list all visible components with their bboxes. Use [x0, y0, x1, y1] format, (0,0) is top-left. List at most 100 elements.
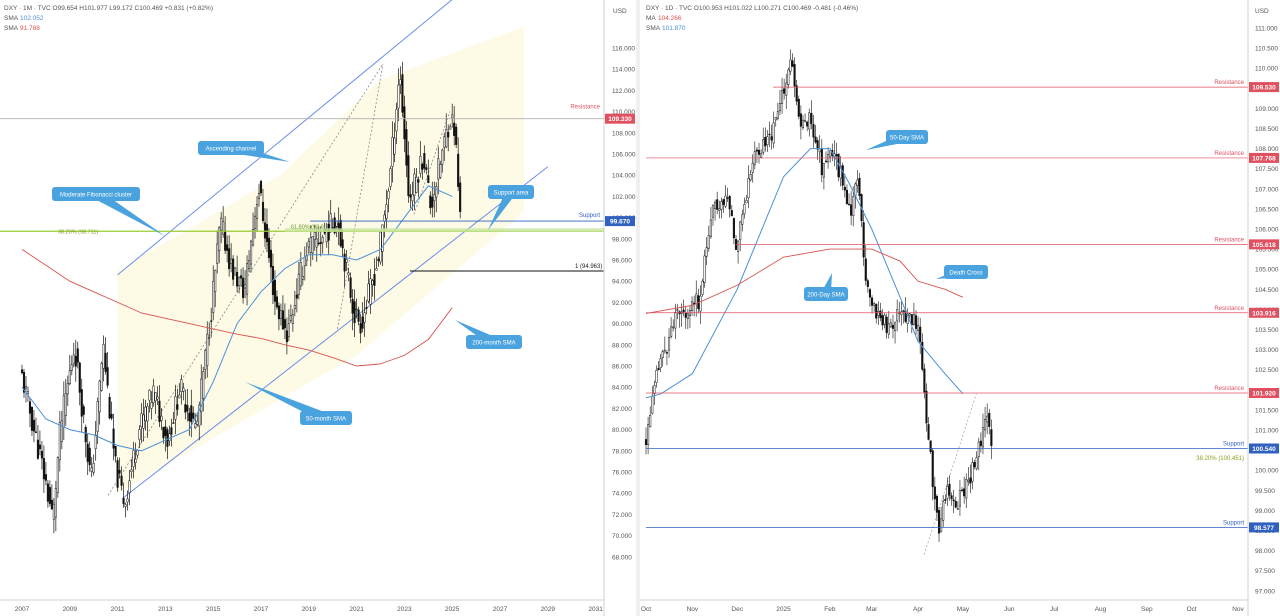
right-candle-body	[935, 495, 938, 513]
right-candle-body	[730, 210, 733, 217]
left-fib-61-label: 61.80% (98.9	[291, 224, 324, 230]
right-y-tick-label: 105.000	[1255, 267, 1279, 274]
left-candle-body	[34, 431, 37, 433]
left-candle-body	[281, 310, 284, 330]
left-candle-body	[411, 194, 414, 202]
left-candle-body	[72, 354, 75, 364]
panel-divider[interactable]	[636, 0, 640, 616]
left-candle-body	[168, 433, 171, 442]
left-candle-body	[289, 315, 292, 321]
left-fib-61-band	[285, 228, 604, 232]
right-candle-body	[889, 322, 892, 328]
left-candle-body	[401, 74, 404, 113]
right-x-tick-label: Jun	[1004, 606, 1015, 613]
right-candle-body	[990, 429, 993, 446]
left-candle-body	[371, 280, 374, 286]
left-resistance-tag	[605, 113, 635, 124]
death-cross-callout	[944, 265, 988, 279]
right-candle-body	[751, 162, 754, 173]
right-resistance-2-label: Resistance	[1214, 151, 1244, 157]
left-fib-38-label: 38.20% (98.711)	[58, 229, 98, 235]
left-candle-body	[142, 414, 145, 429]
left-x-tick-label: 2011	[111, 606, 125, 613]
right-y-tick-label: 103.000	[1255, 347, 1279, 354]
left-candle-body	[96, 401, 99, 432]
left-candle-body	[138, 429, 141, 440]
left-channel-shading	[117, 26, 524, 494]
right-candle-body	[724, 195, 727, 207]
left-candle-body	[449, 126, 452, 130]
right-candle-body	[785, 82, 788, 96]
left-candle-body	[158, 400, 161, 422]
right-time-axis[interactable]: Oct Nov Dec 2025 Feb Mar Apr May Jun Jul Aug Sep Oct…	[641, 606, 1245, 613]
right-candle-body	[835, 154, 838, 157]
right-candle-body	[816, 140, 819, 150]
left-candle-body	[70, 364, 73, 371]
left-candle-body	[319, 242, 322, 244]
right-candle-body	[684, 312, 687, 318]
left-candle-body	[202, 371, 205, 399]
left-x-tick-label: 2025	[445, 606, 460, 613]
left-y-tick-label: 108.000	[612, 130, 636, 137]
left-candle-body	[419, 156, 422, 174]
left-candle-body	[369, 278, 372, 305]
left-candle-body	[355, 308, 358, 311]
left-y-tick-label: 68.000	[612, 554, 632, 561]
right-y-tick-label: 107.000	[1255, 186, 1279, 193]
right-candle-body	[866, 280, 869, 287]
right-y-tick-label: 102.500	[1255, 367, 1279, 374]
right-candle-body	[760, 153, 763, 158]
right-x-tick-label: Jul	[1050, 606, 1059, 613]
right-candle-body	[783, 88, 786, 94]
right-candle-body	[672, 326, 675, 329]
right-resistance-4-tag	[1249, 307, 1279, 318]
right-candle-body	[900, 311, 903, 315]
left-candle-body	[80, 389, 83, 417]
left-candle-body	[128, 480, 131, 494]
right-currency-label: USD	[1255, 8, 1269, 15]
left-y-tick-label: 98.000	[612, 236, 632, 243]
right-y-tick-label: 107.500	[1255, 166, 1279, 173]
left-candle-body	[357, 309, 360, 322]
left-candle-body	[255, 204, 259, 219]
death-cross-callout-text: Death Cross	[949, 270, 982, 276]
left-candle-body	[112, 428, 115, 449]
left-candle-body	[242, 277, 245, 298]
right-candle-body	[839, 165, 842, 179]
left-time-axis[interactable]: 2007 2009 2011 2013 2015 2017 2019 2021 2023 2025…	[15, 606, 603, 613]
left-candle-body	[48, 487, 51, 504]
right-candle-body	[703, 255, 706, 283]
left-candle-body	[387, 190, 390, 200]
right-daily-chart[interactable]: Resistance Resistance Resistance Resistance…	[640, 0, 1279, 616]
right-price-tags: 109.530 107.768 105.618 103.916 101.920 100.5…	[1249, 82, 1279, 533]
left-candle-body	[353, 301, 356, 324]
left-candle-body	[204, 350, 207, 370]
left-y-tick-label: 104.000	[612, 173, 636, 180]
right-candle-body	[902, 310, 905, 312]
right-candle-body	[812, 124, 815, 138]
right-candle-body	[695, 293, 698, 304]
left-candle-body	[104, 352, 107, 372]
right-candle-body	[944, 499, 947, 501]
right-candle-body	[766, 136, 769, 146]
left-candle-body	[40, 450, 43, 459]
left-candle-body	[263, 222, 267, 239]
right-candle-body	[644, 439, 648, 446]
right-candle-body	[653, 385, 656, 395]
right-resistance-5-tag	[1249, 388, 1279, 399]
right-ma-label: MA	[646, 15, 656, 22]
200-day-sma-callout-text: 200-Day SMA	[807, 292, 844, 298]
left-candle-body	[429, 195, 432, 209]
right-y-tick-label: 105.500	[1255, 247, 1279, 254]
left-candle-body	[433, 194, 436, 202]
left-candle-body	[44, 474, 47, 481]
left-monthly-chart[interactable]: Resistance Support 38.20% (98.711) 61.80% (…	[0, 0, 636, 616]
left-candle-body	[361, 316, 364, 329]
right-candle-body	[726, 197, 729, 199]
left-candle-body	[26, 391, 30, 395]
left-candle-body	[249, 240, 253, 265]
left-candle-body	[285, 330, 288, 343]
right-candle-body	[870, 297, 874, 306]
left-candle-body	[56, 457, 59, 493]
left-y-tick-label: 116.000	[612, 46, 635, 53]
